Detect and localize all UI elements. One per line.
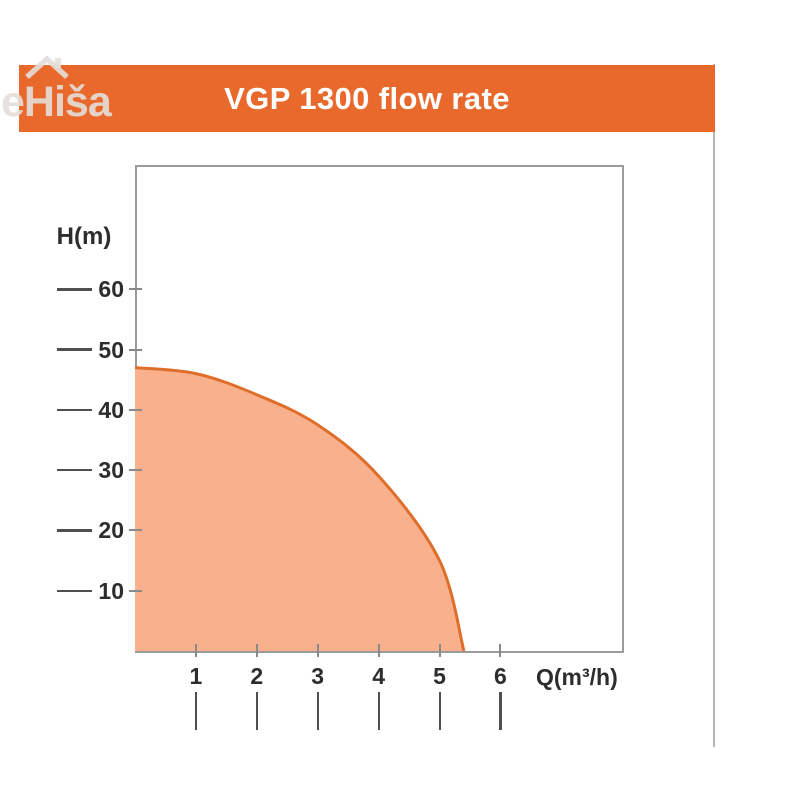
y-tick-dash xyxy=(57,468,92,472)
watermark-text: eHiša xyxy=(1,78,113,124)
house-chimney-icon xyxy=(55,58,61,68)
x-axis-title: Q(m³/h) xyxy=(536,664,618,690)
y-tick-label: 30 xyxy=(98,457,124,484)
x-tick-dash xyxy=(438,692,441,730)
house-roof-icon xyxy=(25,56,69,80)
y-tick-dash xyxy=(57,529,92,532)
x-tick-label: 1 xyxy=(189,663,203,689)
y-tick-dash xyxy=(57,348,92,351)
x-axis-tick-mark xyxy=(499,644,502,657)
y-tick-label: 20 xyxy=(98,517,124,544)
x-tick-dash xyxy=(316,692,320,730)
y-axis-tick-mark xyxy=(129,348,142,351)
x-tick-label: 6 xyxy=(493,663,507,689)
y-tick-dash xyxy=(57,408,92,412)
y-axis-tick-mark xyxy=(129,529,142,532)
x-tick-label: 3 xyxy=(311,663,325,689)
x-axis-tick-mark xyxy=(255,644,258,657)
y-tick-label: 10 xyxy=(98,577,124,604)
x-axis-tick-mark xyxy=(377,644,380,657)
x-tick-label: 4 xyxy=(372,663,385,689)
page-divider-line xyxy=(713,64,715,747)
plot-frame xyxy=(135,165,624,653)
x-axis-tick-mark xyxy=(194,644,197,657)
x-tick-dash xyxy=(255,692,259,730)
y-axis-tick-mark xyxy=(129,408,142,411)
y-tick-label: 40 xyxy=(98,396,124,423)
y-axis-tick-mark xyxy=(129,589,142,592)
chart-title: VGP 1300 flow rate xyxy=(224,80,510,116)
ehisa-watermark-logo: eHiša xyxy=(1,56,114,124)
y-axis-tick-mark xyxy=(129,288,142,291)
y-axis-title: H(m) xyxy=(56,223,112,250)
x-axis-tick-mark xyxy=(438,644,441,657)
x-axis-tick-mark xyxy=(316,644,319,657)
x-tick-label: 5 xyxy=(433,663,446,689)
title-banner: VGP 1300 flow rate xyxy=(19,65,715,132)
x-tick-dash xyxy=(194,692,198,730)
y-tick-dash xyxy=(57,589,92,592)
y-tick-label: 50 xyxy=(98,336,124,363)
y-tick-dash xyxy=(57,288,92,291)
x-tick-dash xyxy=(377,692,381,730)
x-tick-dash xyxy=(499,692,502,730)
y-axis-tick-mark xyxy=(129,469,142,472)
y-tick-label: 60 xyxy=(98,276,124,303)
x-tick-label: 2 xyxy=(250,663,264,689)
